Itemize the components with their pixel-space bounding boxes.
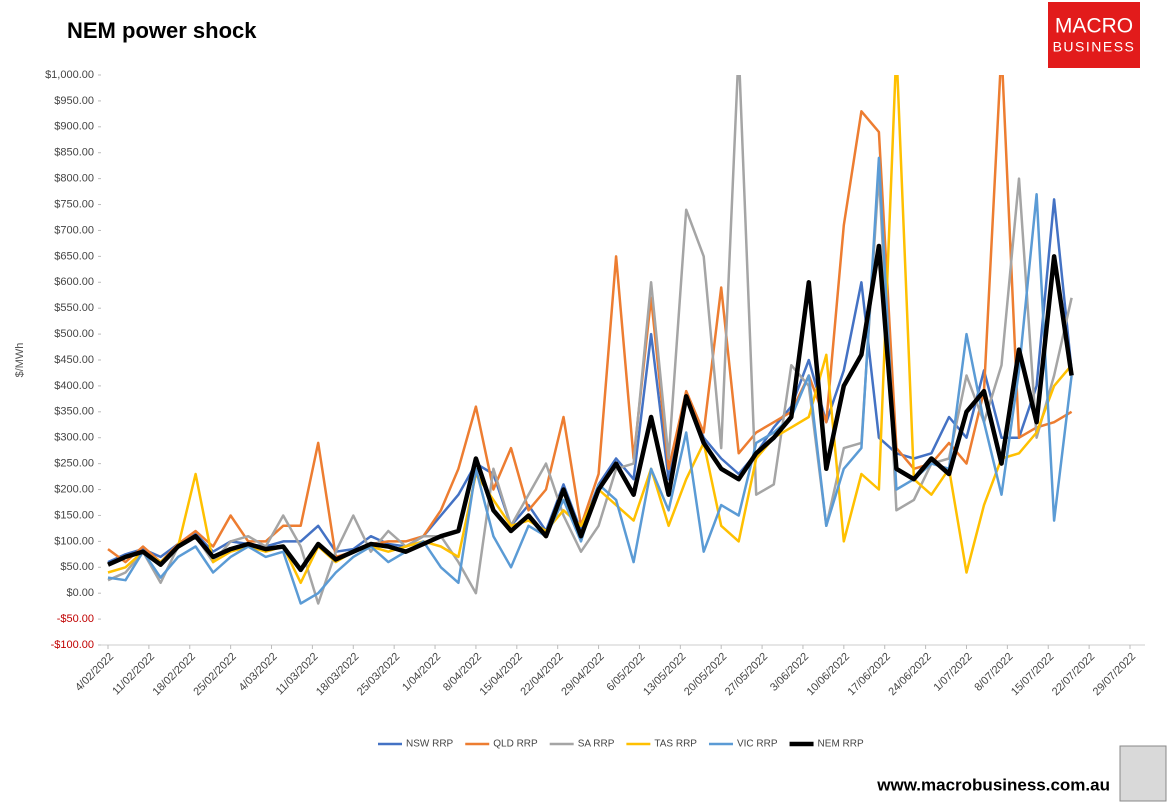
y-tick-label: $600.00 — [54, 276, 94, 288]
y-tick-label: $300.00 — [54, 432, 94, 444]
legend-label: NEM RRP — [818, 739, 864, 750]
logo-text: BUSINESS — [1053, 39, 1136, 55]
series-line — [107, 243, 1074, 573]
legend-label: TAS RRP — [654, 739, 697, 750]
y-tick-label: $0.00 — [66, 587, 94, 599]
y-tick-label: $700.00 — [54, 224, 94, 236]
y-tick-label: $150.00 — [54, 509, 94, 521]
y-tick-label: $400.00 — [54, 380, 94, 392]
y-tick-label: $900.00 — [54, 121, 94, 133]
chart-title: NEM power shock — [67, 18, 257, 43]
y-tick-label: $800.00 — [54, 173, 94, 185]
footer: www.macrobusiness.com.au — [876, 775, 1110, 794]
y-tick-label: $650.00 — [54, 250, 94, 262]
y-tick-label: $850.00 — [54, 147, 94, 159]
legend-label: QLD RRP — [493, 739, 538, 750]
series-line — [107, 75, 1073, 605]
legend-label: NSW RRP — [406, 739, 454, 750]
y-tick-label: $450.00 — [54, 354, 94, 366]
y-tick-label: $200.00 — [54, 483, 94, 495]
y-tick-label: -$100.00 — [51, 639, 94, 651]
y-tick-label: $350.00 — [54, 406, 94, 418]
logo-box — [1048, 2, 1140, 68]
y-tick-label: $100.00 — [54, 535, 94, 547]
y-tick-label: $950.00 — [54, 95, 94, 107]
logo-text: MACRO — [1055, 15, 1133, 38]
y-tick-label: $550.00 — [54, 302, 94, 314]
y-tick-label: $250.00 — [54, 458, 94, 470]
wolf-icon — [1119, 745, 1167, 802]
legend-label: SA RRP — [578, 739, 615, 750]
legend-label: VIC RRP — [737, 739, 778, 750]
y-tick-label: -$50.00 — [57, 613, 94, 625]
plot-area — [107, 75, 1074, 605]
y-tick-label: $500.00 — [54, 328, 94, 340]
y-tick-label: $50.00 — [60, 561, 94, 573]
y-tick-label: $1,000.00 — [45, 69, 94, 81]
y-axis-label: $/MWh — [14, 343, 26, 378]
y-tick-label: $750.00 — [54, 198, 94, 210]
